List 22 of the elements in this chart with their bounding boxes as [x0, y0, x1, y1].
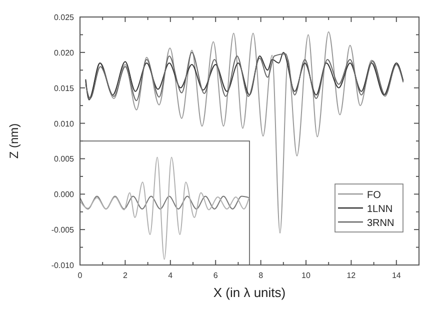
x-tick-label: 10 [302, 271, 311, 280]
y-tick-label: 0.000 [54, 190, 75, 200]
x-tick-label: 8 [258, 271, 264, 280]
x-tick-label: 4 [168, 271, 174, 280]
y-tick-label: -0.005 [51, 226, 75, 235]
legend-label: 1LNN [367, 204, 393, 215]
x-tick-label: 0 [78, 271, 83, 280]
line-series [80, 156, 250, 260]
legend-label: 3RNN [367, 218, 394, 229]
x-axis-title: X (in λ units) [213, 285, 286, 300]
y-tick-label: 0.020 [54, 48, 75, 58]
x-tick-label: 12 [346, 271, 356, 280]
x-tick-label: 6 [213, 271, 218, 280]
y-tick-label: 0.010 [54, 119, 75, 128]
y-tick-label: 0.025 [54, 13, 75, 22]
x-tick-label: 14 [392, 271, 402, 280]
y-tick-label: 0.015 [54, 84, 75, 93]
legend-label: FO [367, 190, 382, 201]
x-tick-label: 2 [122, 271, 128, 280]
y-axis-title: Z (nm) [7, 123, 21, 159]
y-tick-label: 0.005 [54, 154, 75, 164]
y-tick-label: -0.010 [51, 261, 75, 270]
